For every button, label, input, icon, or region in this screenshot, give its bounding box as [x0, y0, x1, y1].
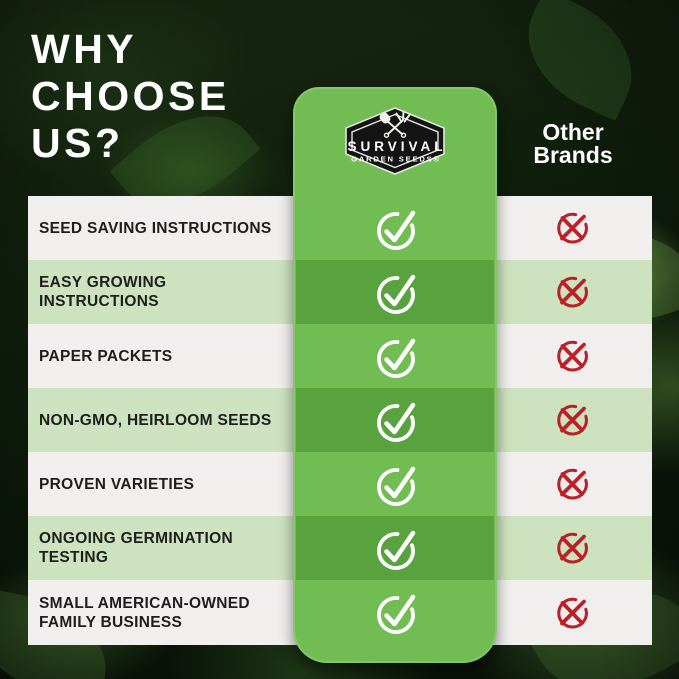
column-stripe [296, 516, 494, 580]
title-line: US? [31, 120, 124, 166]
feature-label: PROVEN VARIETIES [39, 475, 195, 493]
brand-column: SURVIVAL GARDEN SEEDS® [293, 87, 497, 663]
title-line: CHOOSE [31, 73, 230, 119]
feature-label: ONGOING GERMINATION TESTING [39, 530, 233, 566]
leaf-shape [506, 0, 654, 122]
other-brands-header: Other Brands [533, 119, 613, 168]
feature-label: NON-GMO, HEIRLOOM SEEDS [39, 411, 272, 429]
feature-label: EASY GROWING INSTRUCTIONS [39, 274, 167, 310]
column-stripe [296, 260, 494, 324]
brand-subtitle: GARDEN SEEDS® [351, 155, 441, 164]
brand-name: SURVIVAL [347, 139, 446, 154]
feature-label: PAPER PACKETS [39, 347, 173, 365]
badge-inner-border [351, 113, 439, 169]
title-line: WHY [31, 26, 138, 72]
feature-label: SMALL AMERICAN-OWNED FAMILY BUSINESS [39, 594, 250, 631]
feature-label: SEED SAVING INSTRUCTIONS [39, 219, 272, 237]
column-stripe [296, 388, 494, 452]
page-title: WHY CHOOSE US? [31, 26, 230, 167]
crossed-shovel-and-fork-icon [379, 110, 411, 138]
brand-logo-badge: SURVIVAL GARDEN SEEDS® [345, 107, 446, 175]
